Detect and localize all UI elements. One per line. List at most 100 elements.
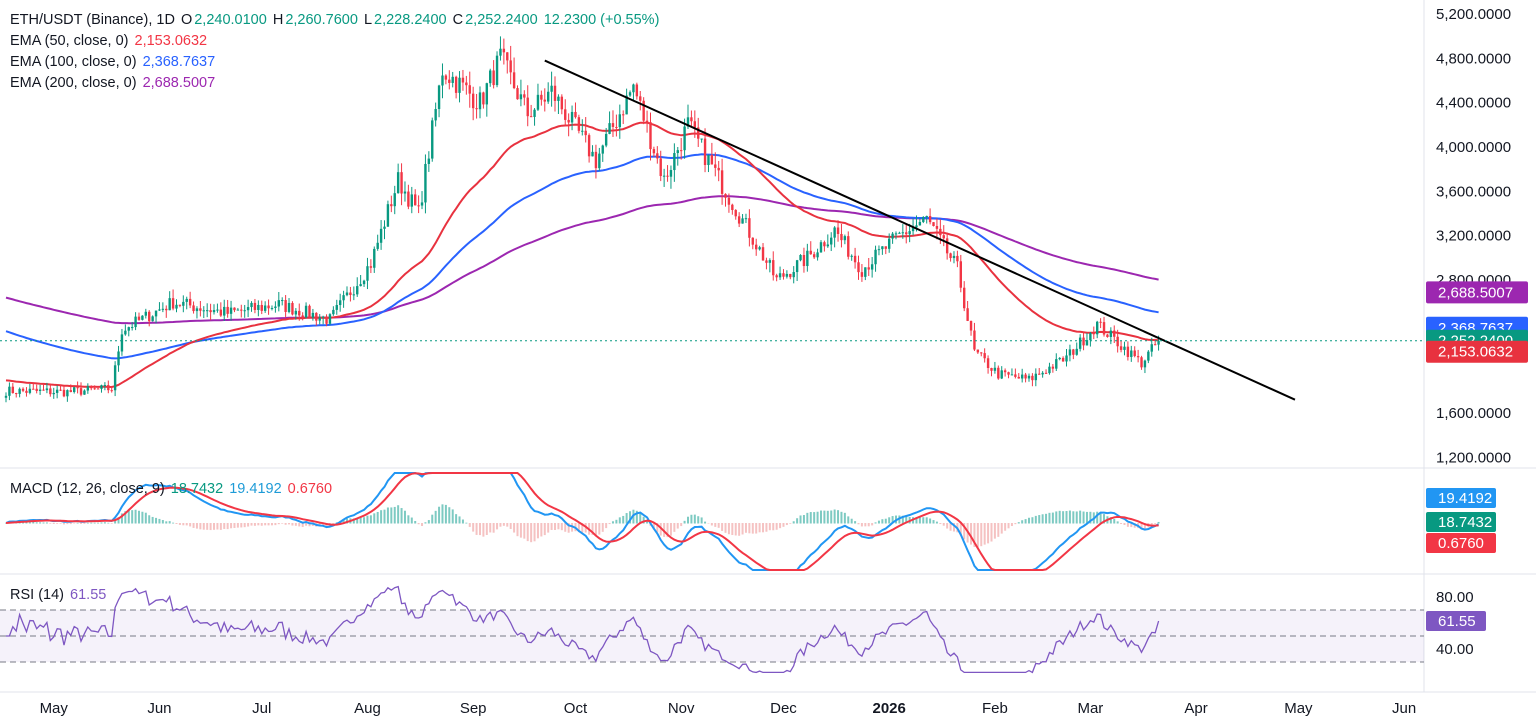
macd-histogram-bar [509,523,512,529]
macd-histogram-bar [516,523,519,537]
macd-histogram-bar [642,516,645,524]
macd-histogram-bar [949,523,952,531]
candle-body [107,385,110,391]
candle-body [441,75,444,86]
macd-histogram-bar [441,504,444,524]
macd-histogram-bar [475,523,478,535]
macd-histogram-bar [1157,521,1160,524]
macd-histogram-bar [185,523,188,526]
candle-body [864,267,867,277]
candle-body [192,305,195,312]
time-tick-label: Jun [1392,700,1416,717]
rsi-legend[interactable]: RSI (14) 61.55 [10,585,108,606]
candle-body [158,309,161,311]
candle-body [553,85,557,101]
macd-legend[interactable]: MACD (12, 26, close, 9) 18.7432 19.4192 … [10,479,334,500]
macd-histogram-bar [25,522,28,524]
candle-body [939,228,942,236]
candle-body [243,310,246,312]
candle-body [168,298,171,311]
candle-body [120,334,124,352]
candle-body [287,302,291,312]
macd-histogram-bar [918,517,921,524]
symbol-label[interactable]: ETH/USDT (Binance), 1D [10,12,175,28]
macd-histogram-bar [721,523,724,531]
macd-histogram-bar [264,523,267,526]
ema50-legend[interactable]: EMA (50, close, 0) 2,153.0632 [10,31,661,52]
macd-histogram-bar [693,514,696,524]
candle-body [1075,348,1078,355]
macd-histogram-bar [639,512,642,524]
macd-histogram-bar [230,523,233,529]
candle-body [816,252,819,258]
macd-histogram-bar [59,523,62,524]
macd-histogram-bar [165,521,168,524]
candle-body [1157,340,1160,345]
macd-histogram-bar [1089,511,1092,524]
candle-body [195,308,199,312]
macd-histogram-bar [42,522,45,524]
macd-histogram-bar [867,523,870,527]
candle-body [976,349,980,353]
candle-body [219,309,223,316]
macd-signal-badge: 0.6760 [1438,535,1484,552]
macd-histogram-bar [1055,511,1058,524]
candle-body [911,227,915,232]
candle-body [847,236,850,257]
macd-histogram-bar [1109,517,1112,524]
macd-histogram-bar [802,515,805,524]
macd-histogram-bar [369,515,372,524]
macd-histogram-bar [932,520,935,524]
candle-body [209,310,212,313]
time-tick-label: Jun [147,700,171,717]
candle-body [792,272,795,278]
candle-body [1058,357,1061,360]
candle-body [359,284,362,287]
macd-histogram-bar [796,518,799,524]
candle-body [482,92,485,105]
macd-histogram-bar [871,523,874,526]
candle-body [543,99,546,102]
candle-body [645,120,649,123]
macd-histogram-bar [594,523,597,537]
macd-histogram-bar [137,510,140,524]
open-value: 2,240.0100 [194,12,267,28]
macd-histogram-bar [5,523,7,524]
candle-body [96,388,100,390]
ema200-price-badge-bg [1426,281,1528,304]
close-label: C [452,12,464,28]
ema200-legend[interactable]: EMA (200, close, 0) 2,688.5007 [10,73,661,94]
candle-body [1119,346,1123,350]
candle-body [615,126,618,128]
macd-histogram-bar [1038,515,1041,524]
macd-histogram-bar [260,523,263,526]
candle-body [205,310,209,312]
macd-histogram-bar [618,517,621,524]
macd-histogram-bar [294,523,297,526]
candle-body [768,260,772,263]
candle-body [830,237,833,245]
macd-histogram-bar [997,523,1000,537]
ema100-legend[interactable]: EMA (100, close, 0) 2,368.7637 [10,52,661,73]
macd-histogram-bar [601,523,604,532]
candle-body [45,388,49,391]
candle-body [506,52,509,61]
candle-body [1130,350,1133,357]
macd-histogram-bar [1113,518,1116,524]
candle-body [151,316,154,322]
ema50-value: 2,153.0632 [134,33,208,49]
macd-histogram-bar [97,522,100,524]
macd-histogram-bar [700,517,703,524]
ema100-line [5,153,1159,360]
macd-histogram-bar [83,523,86,524]
macd-histogram-bar [103,522,106,524]
candle-body [4,395,8,398]
candle-body [567,119,570,123]
ema200-value: 2,688.5007 [142,75,216,91]
macd-histogram-bar [192,523,195,528]
candle-body [90,386,93,389]
candle-body [642,100,645,121]
candle-body [349,292,352,295]
macd-line-value: 19.4192 [229,481,282,497]
candle-body [516,88,519,100]
